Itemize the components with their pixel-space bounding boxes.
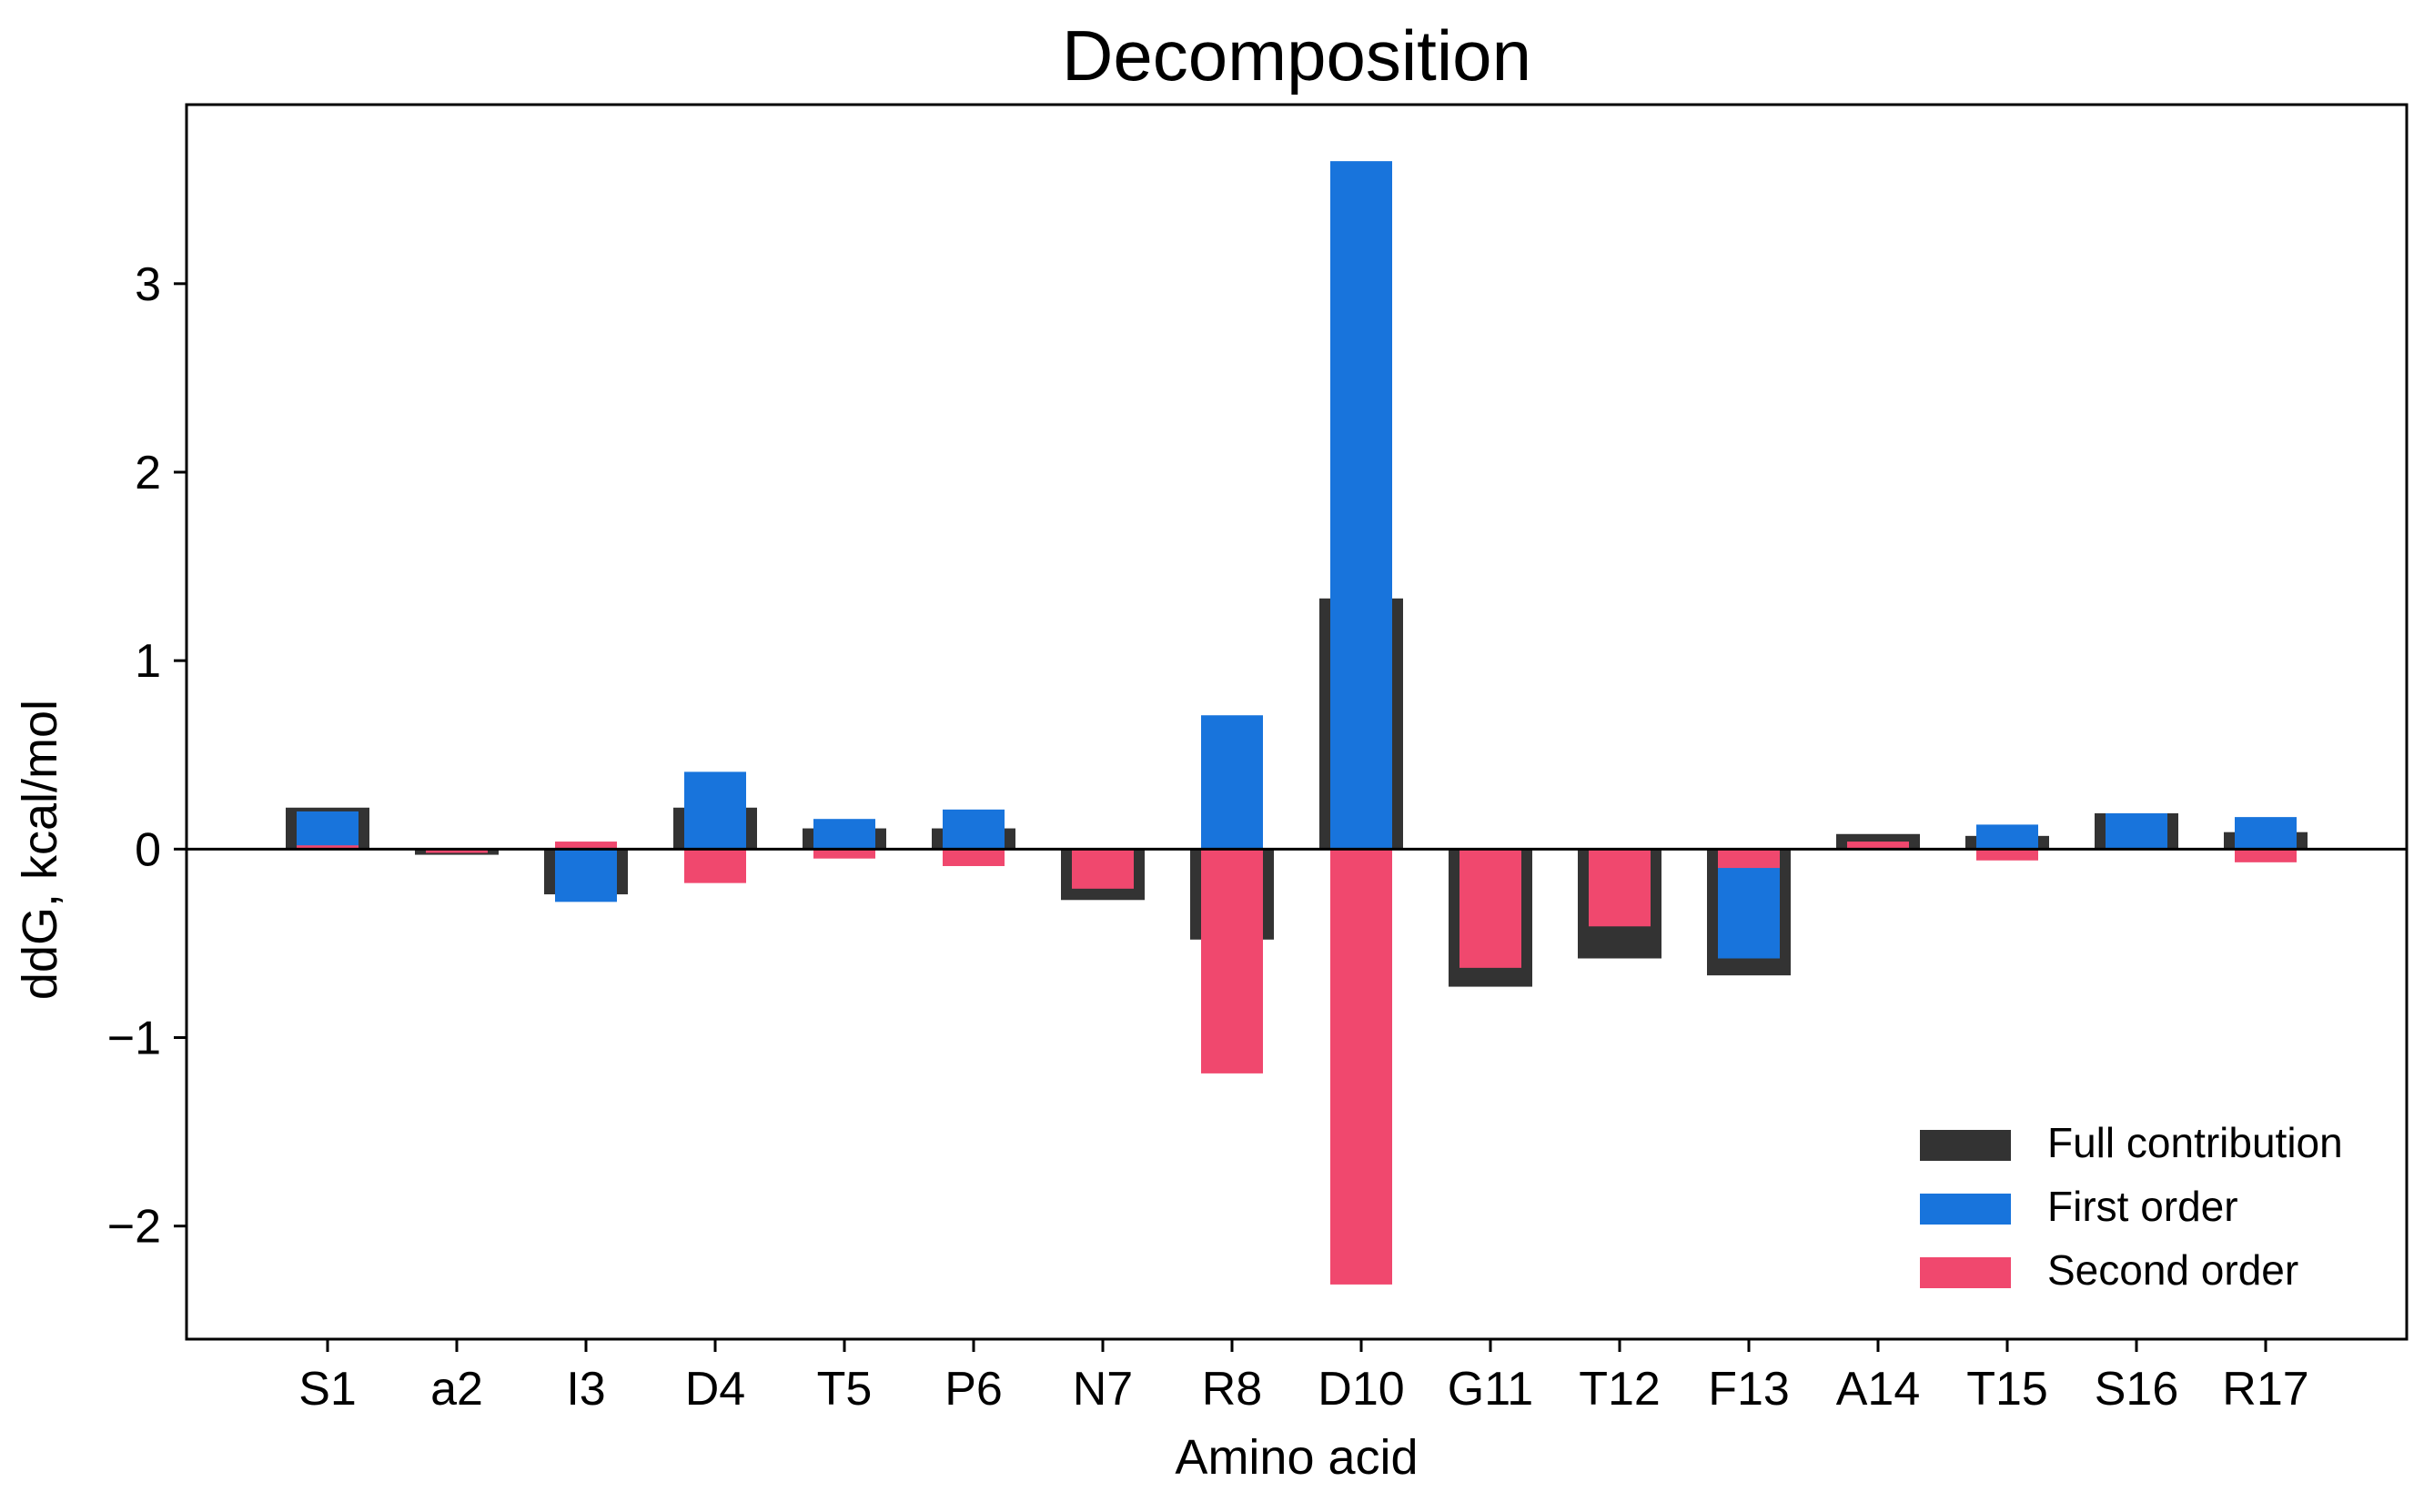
x-tick-label: R17 [2222,1363,2308,1416]
bar-second-order-G11 [1459,849,1521,968]
x-tick-label: F13 [1708,1363,1790,1416]
bar-second-order-I3 [555,842,617,850]
legend: Full contribution First order Second order [1920,1119,2343,1294]
bar-second-order-D4 [684,849,746,883]
y-axis-ticks: −2 −1 0 1 2 3 [107,258,187,1254]
x-tick-label: I3 [566,1363,605,1416]
bar-second-order-P6 [943,849,1005,866]
bar-second-order-T15 [1976,849,2038,861]
bar-second-order-T5 [813,849,875,859]
x-tick-label: T15 [1966,1363,2048,1416]
bar-second-order-A14 [1847,842,1909,850]
bar-second-order-T12 [1589,849,1651,927]
x-tick-label: T12 [1579,1363,1661,1416]
y-tick-label: 0 [135,823,161,876]
bar-first-order-D4 [684,771,746,850]
bar-first-order-S16 [2106,812,2167,850]
x-axis-ticks: S1 a2 I3 D4 T5 P6 N7 R8 D10 G11 T12 F13 A14 T15 S16 R17 [298,1339,2309,1416]
x-tick-label: N7 [1073,1363,1133,1416]
x-tick-label: T5 [817,1363,873,1416]
bar-second-order-R17 [2235,849,2297,862]
bar-first-order-P6 [943,809,1005,850]
bar-first-order-T5 [813,819,875,850]
bar-second-order-N7 [1072,849,1134,889]
bar-second-order-S1 [297,845,359,850]
legend-label: First order [2047,1183,2238,1230]
y-tick-label: 1 [135,635,161,688]
bar-second-order-R8 [1201,849,1263,1074]
legend-swatch [1920,1194,2011,1225]
y-tick-label: 3 [135,258,161,311]
y-tick-label: 2 [135,447,161,499]
legend-label: Second order [2047,1246,2298,1294]
x-axis-label: Amino acid [1175,1430,1418,1485]
bar-first-order-S1 [297,811,359,850]
y-tick-label: −1 [107,1013,161,1065]
bar-first-order-I3 [555,849,617,902]
y-axis-label: ddG, kcal/mol [13,700,67,1000]
x-tick-label: S1 [298,1363,357,1416]
legend-label: Full contribution [2047,1119,2343,1166]
x-tick-label: S16 [2095,1363,2179,1416]
x-tick-label: a2 [430,1363,483,1416]
bar-first-order-D10 [1330,161,1392,850]
bars-layer [286,161,2308,1285]
chart-title: Decomposition [1062,15,1531,96]
plot-frame [185,103,2409,1341]
legend-swatch [1920,1130,2011,1161]
x-tick-label: P6 [944,1363,1003,1416]
legend-swatch [1920,1257,2011,1288]
x-tick-label: R8 [1202,1363,1262,1416]
x-tick-label: A14 [1836,1363,1921,1416]
bar-first-order-R8 [1201,715,1263,850]
x-tick-label: D10 [1318,1363,1404,1416]
bar-second-order-F13 [1718,849,1780,869]
bar-second-order-D10 [1330,849,1392,1285]
bar-first-order-T15 [1976,824,2038,850]
bar-second-order-a2 [426,849,488,853]
bar-first-order-R17 [2235,817,2297,850]
x-tick-label: G11 [1448,1363,1533,1416]
x-tick-label: D4 [685,1363,745,1416]
y-tick-label: −2 [107,1201,161,1254]
